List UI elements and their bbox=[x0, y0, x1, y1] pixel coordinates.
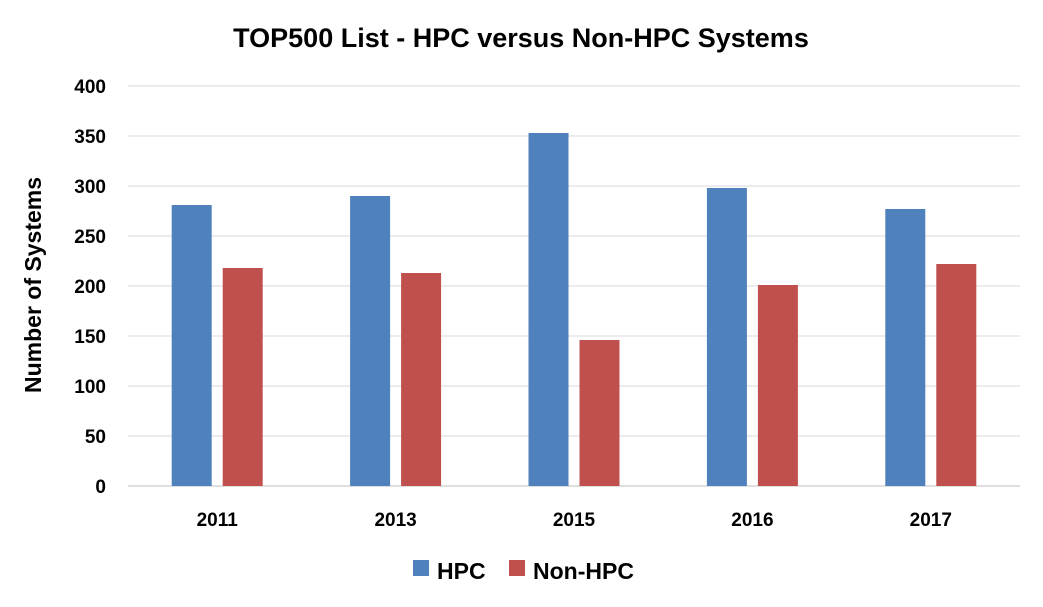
x-tick-label: 2017 bbox=[910, 510, 952, 531]
x-axis-ticks: 2011 2013 2015 2016 2017 bbox=[197, 510, 952, 531]
bar-hpc-2016 bbox=[706, 188, 747, 486]
legend: HPC Non-HPC bbox=[413, 558, 634, 584]
y-tick-label: 100 bbox=[74, 377, 106, 398]
bar-non-hpc-2017 bbox=[936, 264, 977, 486]
y-tick-label: 50 bbox=[85, 427, 106, 448]
bar-non-hpc-2015 bbox=[579, 340, 620, 486]
bars bbox=[171, 133, 977, 486]
bar-hpc-2015 bbox=[528, 133, 569, 486]
bar-non-hpc-2011 bbox=[222, 268, 263, 486]
bar-non-hpc-2013 bbox=[401, 273, 442, 486]
x-tick-label: 2011 bbox=[197, 510, 239, 531]
bar-non-hpc-2016 bbox=[757, 285, 798, 486]
y-tick-label: 150 bbox=[74, 327, 106, 348]
y-tick-label: 0 bbox=[95, 477, 106, 498]
y-tick-label: 400 bbox=[74, 77, 106, 98]
bar-hpc-2013 bbox=[350, 196, 391, 486]
bar-hpc-2017 bbox=[885, 209, 926, 486]
x-tick-label: 2016 bbox=[731, 510, 773, 531]
bar-hpc-2011 bbox=[171, 205, 212, 486]
y-tick-label: 300 bbox=[74, 177, 106, 198]
x-tick-label: 2015 bbox=[553, 510, 596, 531]
legend-label-non-hpc: Non-HPC bbox=[533, 558, 634, 584]
x-tick-label: 2013 bbox=[374, 510, 416, 531]
y-axis-ticks: 0 50 100 150 200 250 300 350 400 bbox=[74, 77, 106, 498]
y-tick-label: 250 bbox=[74, 227, 106, 248]
y-tick-label: 200 bbox=[74, 277, 106, 298]
y-tick-label: 350 bbox=[74, 127, 106, 148]
gridlines bbox=[128, 85, 1020, 487]
legend-swatch-hpc bbox=[413, 560, 429, 576]
legend-label-hpc: HPC bbox=[437, 558, 486, 584]
y-axis-label: Number of Systems bbox=[20, 177, 46, 393]
legend-swatch-non-hpc bbox=[509, 560, 525, 576]
chart-title: TOP500 List - HPC versus Non-HPC Systems bbox=[233, 23, 809, 53]
